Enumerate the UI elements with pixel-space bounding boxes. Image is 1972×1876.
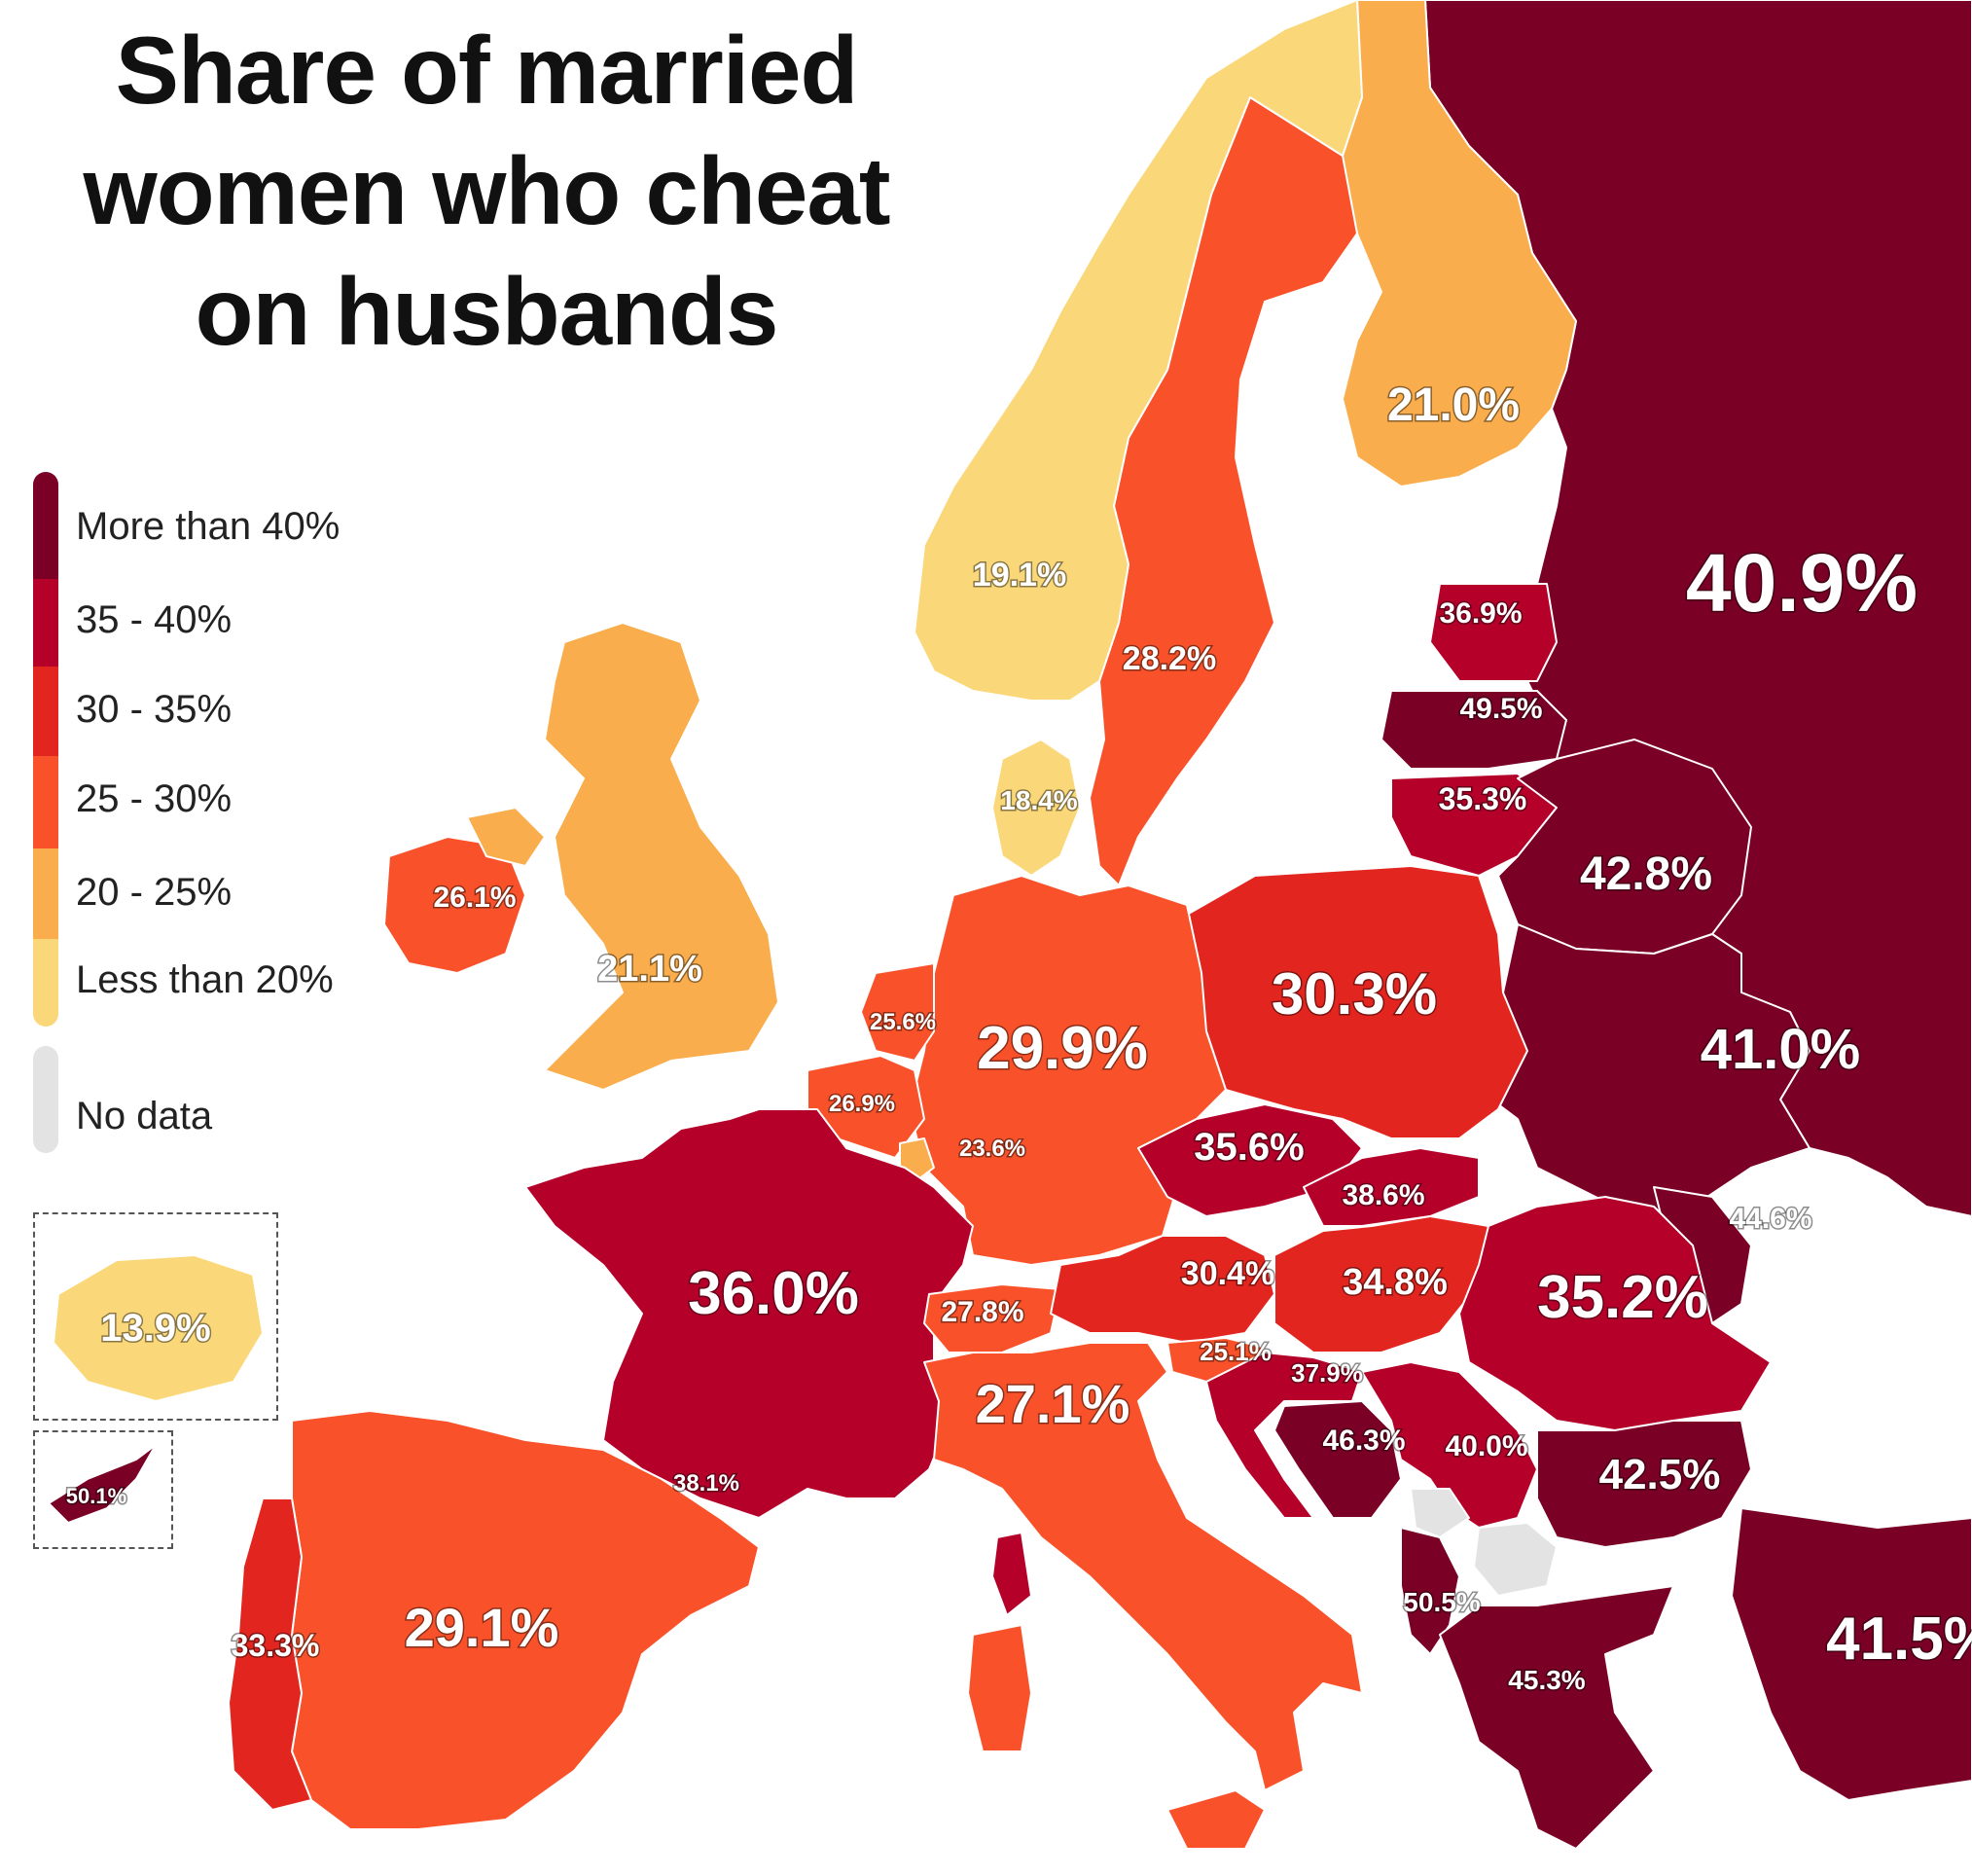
value-label-ireland: 26.1% <box>433 882 516 914</box>
value-label-belgium: 26.9% <box>829 1091 895 1117</box>
region-kosovo <box>1410 1488 1470 1538</box>
region-latvia <box>1380 690 1567 770</box>
region-sicily <box>1166 1789 1266 1850</box>
value-label-lithuania: 35.3% <box>1439 781 1527 816</box>
legend-swatch-more-than-40 <box>33 472 58 579</box>
value-label-greece: 45.3% <box>1508 1665 1585 1695</box>
value-label-austria: 30.4% <box>1181 1255 1274 1292</box>
value-label-bosnia-and-herzegovina: 46.3% <box>1322 1425 1405 1457</box>
title-line-3: on husbands <box>195 258 779 365</box>
region-northern-ireland <box>466 807 546 867</box>
map-title: Share of married women who cheat on husb… <box>19 10 953 372</box>
value-label-monaco: 38.1% <box>673 1470 739 1497</box>
legend-swatch-25-30 <box>33 756 58 848</box>
value-label-romania: 35.2% <box>1537 1264 1708 1331</box>
value-label-finland: 21.0% <box>1387 379 1520 431</box>
value-label-denmark: 18.4% <box>1000 785 1077 815</box>
value-label-estonia: 36.9% <box>1439 597 1522 630</box>
region-albania <box>1400 1527 1460 1655</box>
legend-swatch-35-40 <box>33 579 58 667</box>
legend-swatch-20-25 <box>33 848 58 939</box>
value-label-hungary: 34.8% <box>1343 1262 1448 1303</box>
region-serbia <box>1361 1361 1538 1529</box>
region-norway <box>914 0 1363 702</box>
legend-color-bar <box>33 472 58 1027</box>
value-label-netherlands: 25.6% <box>870 1009 936 1035</box>
legend-label-35-40: 35 - 40% <box>76 598 233 641</box>
region-bosnia-and-herzegovina <box>1273 1400 1402 1519</box>
value-label-iceland: 13.9% <box>100 1307 210 1350</box>
region-turkey <box>1731 1507 1972 1801</box>
cyprus-inset-frame <box>33 1430 173 1549</box>
value-label-belarus: 42.8% <box>1580 848 1712 900</box>
region-bulgaria <box>1536 1420 1752 1548</box>
value-label-portugal: 33.3% <box>232 1628 320 1663</box>
title-line-2: women who cheat <box>83 137 890 244</box>
region-united-kingdom <box>544 622 779 1091</box>
value-label-slovenia: 25.1% <box>1200 1337 1272 1366</box>
legend-swatch-no-data <box>33 1046 58 1153</box>
value-label-ukraine: 41.0% <box>1701 1018 1860 1081</box>
value-label-france: 36.0% <box>688 1260 859 1327</box>
legend-swatch-30-35 <box>33 667 58 756</box>
region-netherlands <box>860 962 935 1062</box>
value-label-bulgaria: 42.5% <box>1599 1451 1721 1498</box>
legend-swatch-less-than-20 <box>33 939 58 1027</box>
value-label-sweden: 28.2% <box>1123 640 1216 677</box>
legend-label-20-25: 20 - 25% <box>76 871 233 914</box>
legend-label-no-data: No data <box>76 1095 213 1137</box>
region-corsica <box>991 1532 1032 1616</box>
region-austria <box>1050 1235 1275 1344</box>
value-label-italy: 27.1% <box>976 1373 1130 1434</box>
region-france <box>524 1108 974 1519</box>
region-iceland <box>53 1254 264 1402</box>
region-portugal <box>228 1497 312 1811</box>
value-label-luxembourg: 23.6% <box>959 1136 1025 1162</box>
value-label-poland: 30.3% <box>1272 961 1437 1027</box>
legend-label-25-30: 25 - 30% <box>76 777 233 820</box>
region-sardinia <box>967 1624 1032 1752</box>
region-croatia <box>1205 1352 1363 1519</box>
region-cyprus <box>48 1444 157 1524</box>
value-label-serbia: 40.0% <box>1445 1430 1527 1462</box>
value-label-turkey: 41.5% <box>1826 1605 1972 1673</box>
legend-label-more-than-40: More than 40% <box>76 505 341 548</box>
region-greece <box>1439 1585 1674 1850</box>
value-label-cyprus: 50.1% <box>66 1484 126 1508</box>
value-label-norway: 19.1% <box>973 557 1066 594</box>
iceland-inset-frame <box>33 1212 278 1421</box>
legend-label-less-than-20: Less than 20% <box>76 958 334 1001</box>
region-slovakia <box>1303 1147 1480 1227</box>
value-label-moldova: 44.6% <box>1729 1203 1811 1235</box>
region-north-macedonia <box>1473 1522 1558 1597</box>
region-finland <box>1342 0 1577 487</box>
value-label-czechia: 35.6% <box>1194 1126 1304 1169</box>
region-romania <box>1458 1196 1772 1431</box>
region-italy <box>923 1342 1363 1791</box>
region-denmark <box>991 739 1081 877</box>
value-label-germany: 29.9% <box>977 1015 1148 1082</box>
value-label-albania: 50.5% <box>1403 1587 1480 1617</box>
value-label-russia: 40.9% <box>1686 537 1918 629</box>
title-line-1: Share of married <box>115 17 859 124</box>
legend-label-30-35: 30 - 35% <box>76 688 233 731</box>
value-label-spain: 29.1% <box>405 1597 559 1658</box>
value-label-croatia: 37.9% <box>1291 1358 1363 1388</box>
value-label-united-kingdom: 21.1% <box>597 949 702 990</box>
region-switzerland <box>923 1283 1061 1353</box>
value-label-switzerland: 27.8% <box>941 1296 1023 1328</box>
value-label-slovakia: 38.6% <box>1342 1179 1424 1211</box>
region-ireland <box>383 836 526 974</box>
region-belarus <box>1497 739 1752 955</box>
value-label-latvia: 49.5% <box>1459 693 1542 725</box>
region-estonia <box>1429 583 1558 682</box>
